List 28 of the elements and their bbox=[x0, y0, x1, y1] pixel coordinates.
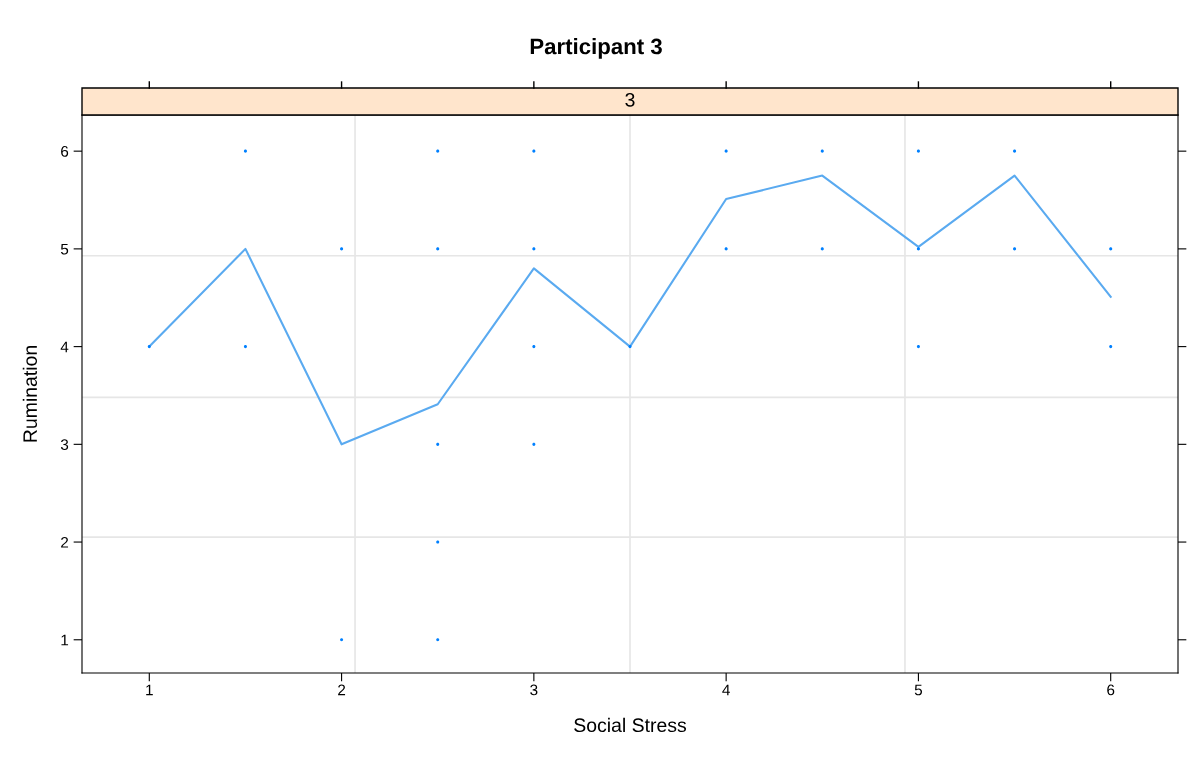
point bbox=[532, 149, 536, 153]
line-series bbox=[148, 174, 1112, 446]
point bbox=[436, 638, 440, 642]
point bbox=[1109, 345, 1113, 349]
point bbox=[243, 345, 247, 349]
x-axis-title: Social Stress bbox=[574, 717, 687, 733]
x-tick-label: 5 bbox=[914, 684, 923, 696]
chart-title: Participant 3 bbox=[530, 38, 662, 59]
chart-subtitle: 3 bbox=[625, 92, 635, 107]
y-axis-title: Rumination bbox=[22, 346, 38, 442]
y-tick-label: 5 bbox=[60, 243, 69, 255]
y-tick-label: 3 bbox=[60, 439, 69, 451]
x-tick-label: 1 bbox=[146, 684, 153, 696]
point bbox=[628, 345, 632, 349]
point bbox=[147, 345, 151, 349]
x-tick-label: 2 bbox=[338, 684, 346, 696]
point bbox=[724, 247, 728, 251]
x-tick-label: 4 bbox=[722, 684, 730, 696]
y-tick-label: 6 bbox=[61, 146, 69, 157]
x-tick-label: 6 bbox=[1107, 684, 1115, 696]
y-tick-label: 2 bbox=[61, 536, 69, 548]
point bbox=[436, 442, 440, 446]
point bbox=[916, 345, 920, 349]
x-tick-label: 3 bbox=[530, 684, 538, 696]
point bbox=[724, 149, 728, 153]
y-tick-label: 1 bbox=[61, 634, 69, 646]
point bbox=[532, 247, 536, 251]
y-tick-label: 4 bbox=[60, 341, 69, 353]
